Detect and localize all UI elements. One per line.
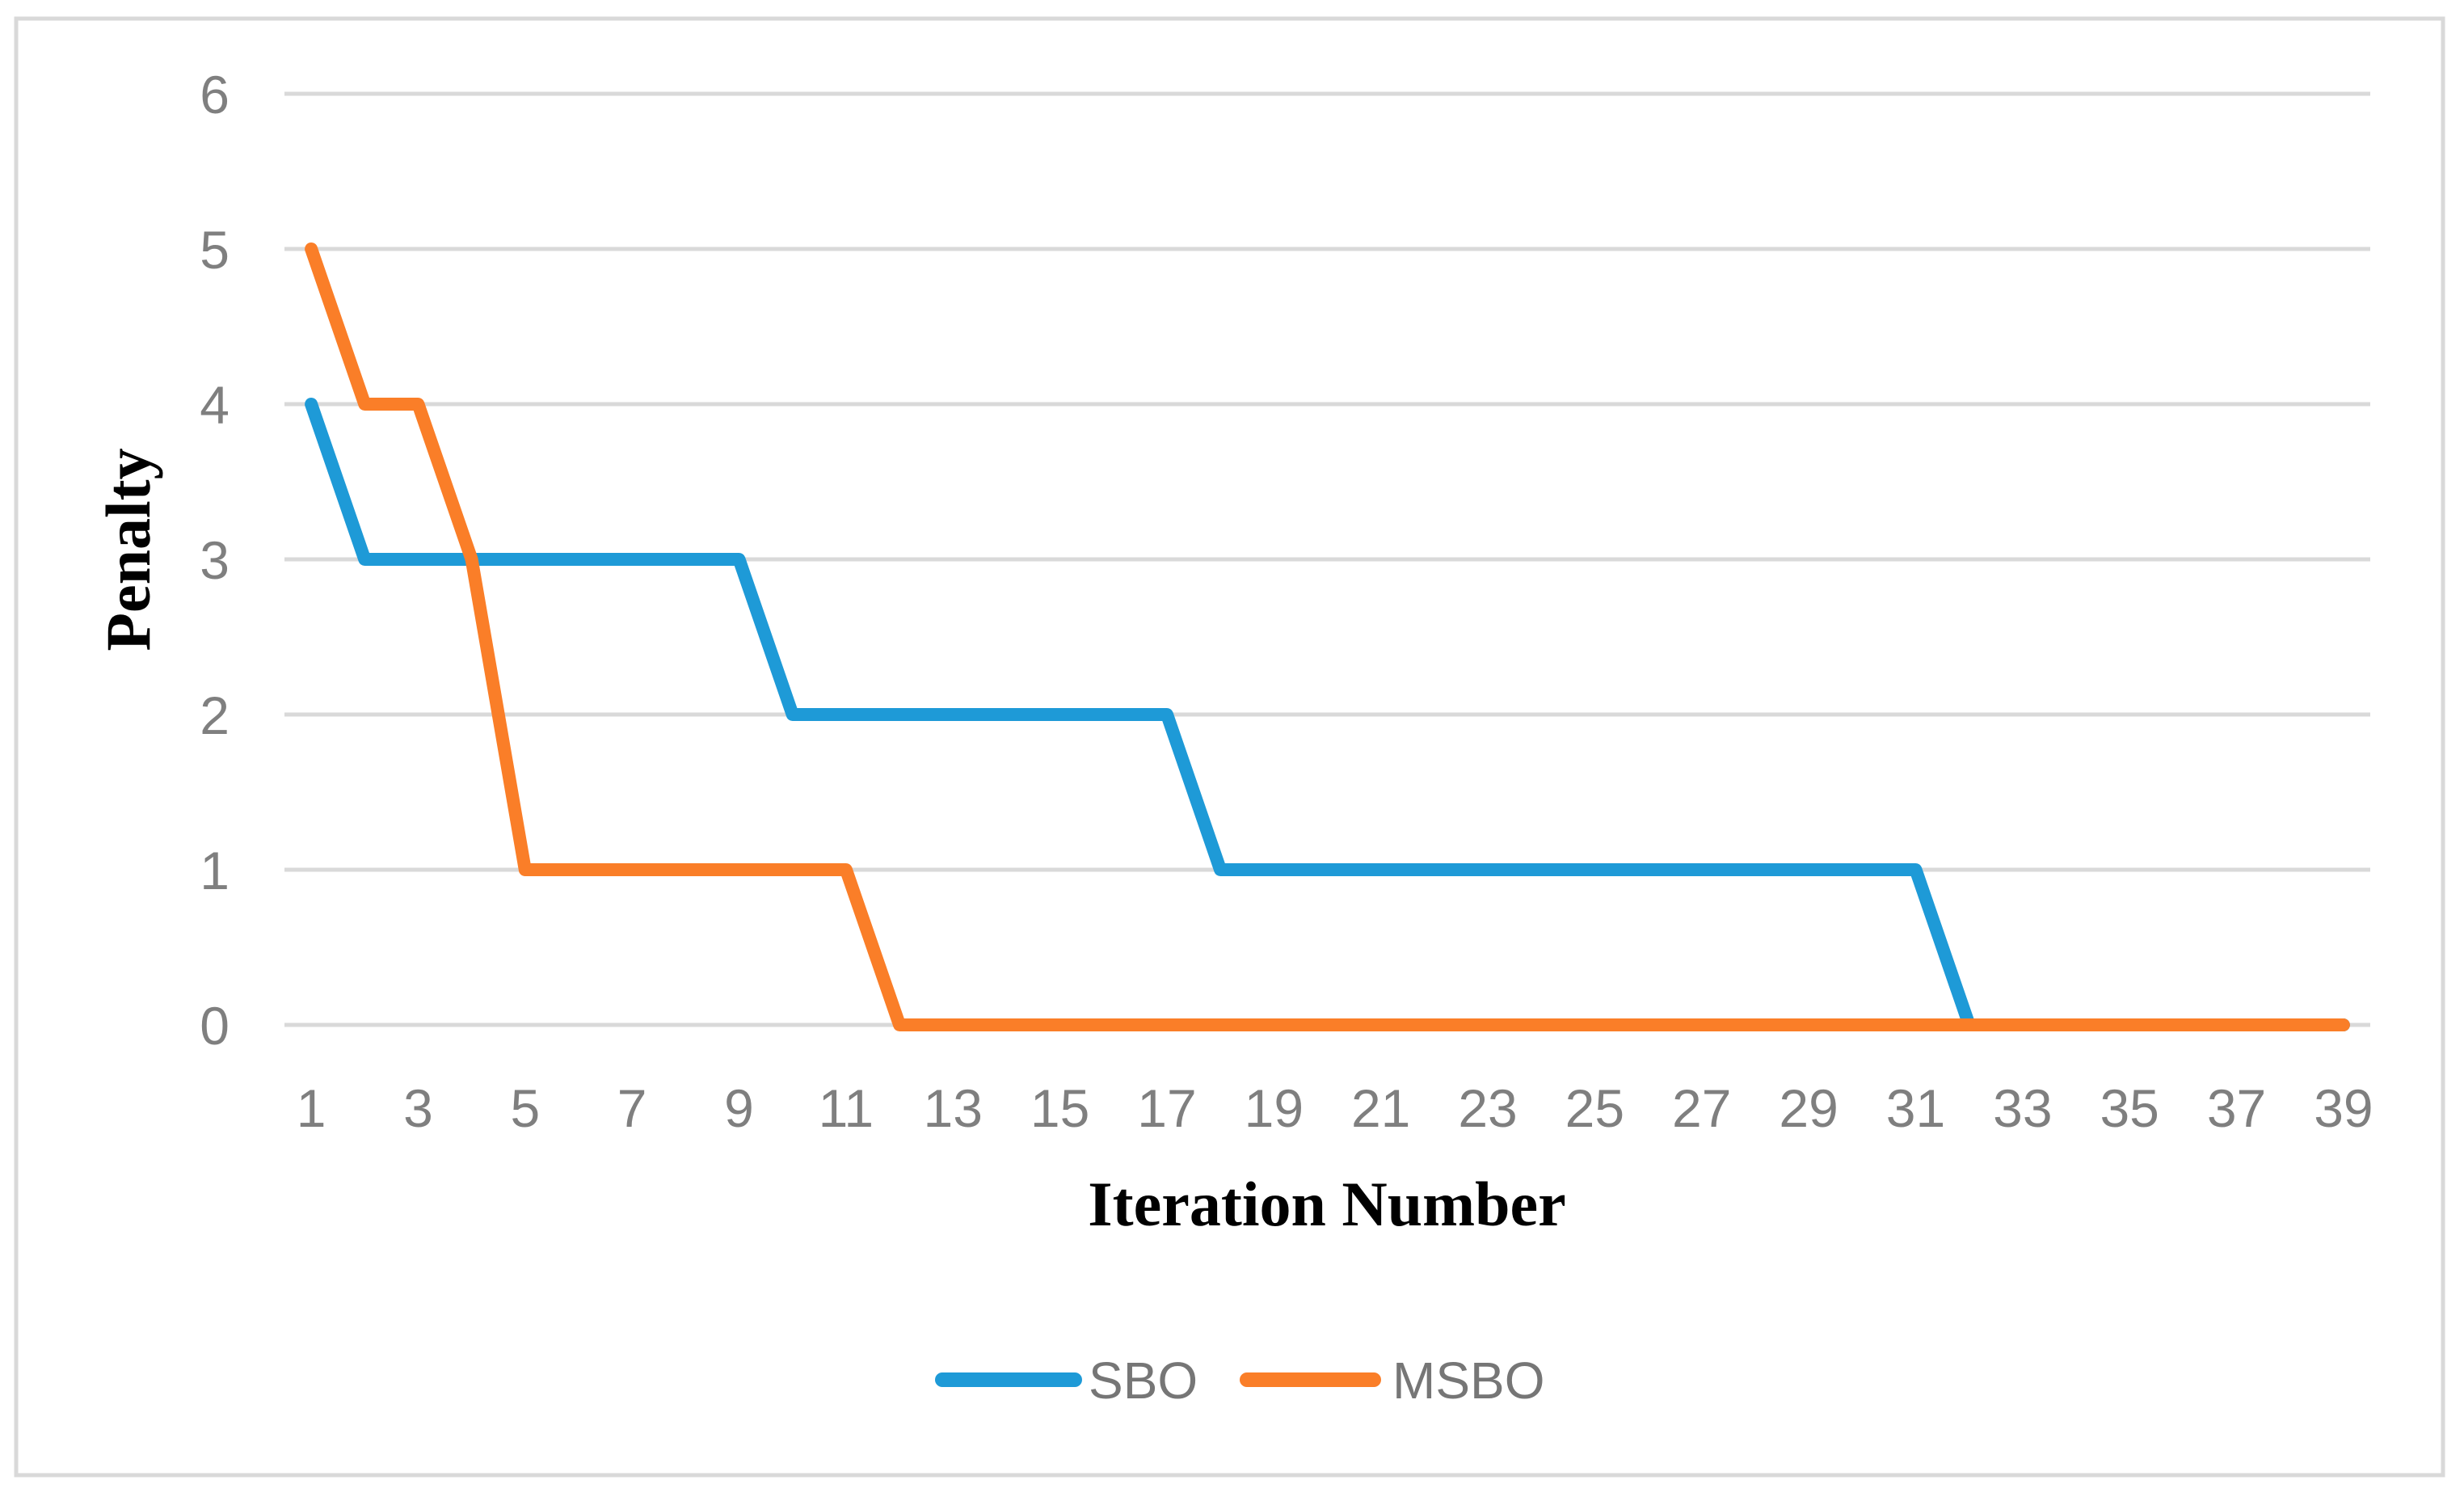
x-tick-35: 35	[2100, 1078, 2159, 1138]
x-tick-1: 1	[297, 1078, 326, 1138]
y-tick-5: 5	[200, 220, 230, 280]
x-tick-37: 37	[2207, 1078, 2266, 1138]
x-tick-23: 23	[1458, 1078, 1517, 1138]
x-tick-13: 13	[924, 1078, 983, 1138]
y-tick-4: 4	[200, 375, 230, 435]
y-tick-3: 3	[200, 530, 230, 590]
legend: SBO MSBO	[935, 1351, 1544, 1410]
x-tick-31: 31	[1886, 1078, 1945, 1138]
y-axis-title: Penalty	[93, 448, 163, 651]
x-tick-5: 5	[510, 1078, 540, 1138]
x-tick-29: 29	[1779, 1078, 1838, 1138]
x-tick-7: 7	[617, 1078, 647, 1138]
y-tick-6: 6	[200, 65, 230, 124]
x-axis-title: Iteration Number	[1088, 1169, 1565, 1239]
legend-label-sbo: SBO	[1089, 1351, 1198, 1410]
x-tick-19: 19	[1245, 1078, 1304, 1138]
x-tick-9: 9	[724, 1078, 754, 1138]
x-tick-25: 25	[1565, 1078, 1624, 1138]
x-tick-17: 17	[1137, 1078, 1196, 1138]
y-tick-2: 2	[200, 685, 230, 745]
y-axis-tick-labels: 0 1 2 3 4 5 6	[200, 65, 230, 1056]
x-axis-tick-labels: 1 3 5 7 9 11 13 15 17 19 21 23 25 27 29 31 33 35 37 39	[297, 1078, 2373, 1138]
legend-label-msbo: MSBO	[1392, 1351, 1544, 1410]
x-tick-15: 15	[1030, 1078, 1089, 1138]
x-tick-33: 33	[1993, 1078, 2052, 1138]
series-line-msbo	[305, 242, 2350, 1031]
x-tick-11: 11	[819, 1078, 874, 1138]
x-tick-3: 3	[403, 1078, 433, 1138]
x-tick-39: 39	[2314, 1078, 2373, 1138]
series-lines	[305, 242, 2350, 1031]
x-tick-21: 21	[1351, 1078, 1410, 1138]
y-tick-1: 1	[200, 841, 230, 900]
y-tick-0: 0	[200, 996, 230, 1056]
figure-border	[14, 16, 2445, 1478]
x-tick-27: 27	[1672, 1078, 1731, 1138]
